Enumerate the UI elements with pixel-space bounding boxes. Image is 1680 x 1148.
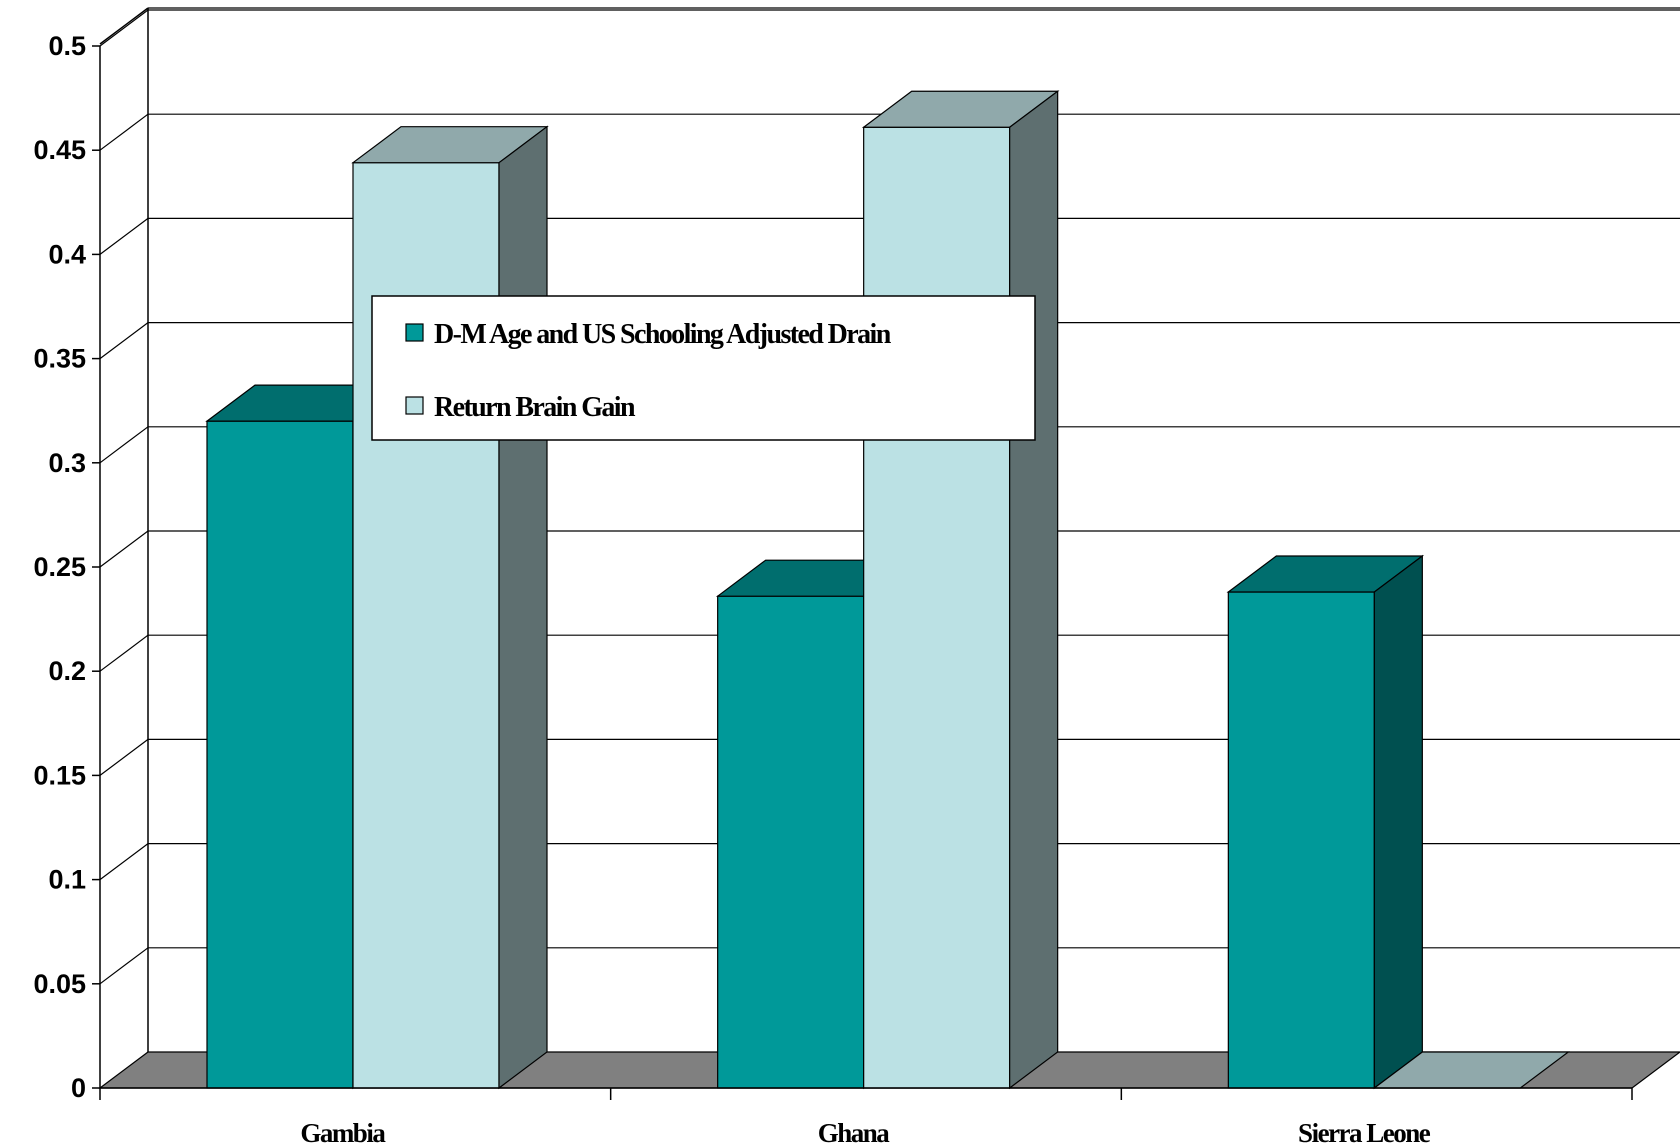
legend: D-M Age and US Schooling Adjusted Drain … xyxy=(371,295,1036,441)
x-tick-label: Gambia xyxy=(300,1118,386,1148)
gridline-side xyxy=(99,738,149,776)
left-wall-top-edge xyxy=(99,7,149,45)
y-tick-label: 0.3 xyxy=(48,448,86,478)
legend-swatch-series-2 xyxy=(405,396,424,415)
bar-side xyxy=(1373,554,1423,1090)
bar-side xyxy=(1009,90,1059,1090)
legend-box xyxy=(371,295,1036,441)
bar-front xyxy=(717,595,865,1089)
bar-2-ghana xyxy=(861,90,1060,1090)
gridline-side xyxy=(99,426,149,464)
gridline-side xyxy=(99,530,149,568)
gridline-side xyxy=(99,634,149,672)
y-tick-label: 0.2 xyxy=(48,656,86,686)
bar-front xyxy=(863,126,1011,1089)
legend-label-series-1: D-M Age and US Schooling Adjusted Drain xyxy=(434,319,892,350)
x-tick-label: Ghana xyxy=(818,1118,891,1148)
gridline-side xyxy=(99,9,149,47)
legend-swatch-series-1 xyxy=(405,323,424,342)
bars xyxy=(205,90,1571,1090)
gridline-side xyxy=(99,322,149,360)
bar-front xyxy=(206,420,354,1089)
y-tick-label: 0.1 xyxy=(48,865,86,895)
y-tick-label: 0.05 xyxy=(33,969,86,999)
gridline-side xyxy=(99,843,149,881)
gridline-side xyxy=(99,113,149,151)
gridline-side xyxy=(99,217,149,255)
legend-label-series-2: Return Brain Gain xyxy=(434,392,636,423)
gridline-side xyxy=(99,947,149,985)
axes xyxy=(92,45,1633,1100)
y-tick-label: 0.25 xyxy=(33,552,86,582)
y-tick-label: 0 xyxy=(71,1073,86,1103)
y-tick-label: 0.45 xyxy=(33,135,86,165)
y-tick-label: 0.35 xyxy=(33,344,86,374)
y-tick-label: 0.4 xyxy=(48,239,86,269)
bar-2-gambia xyxy=(351,125,549,1090)
chart-walls xyxy=(99,7,1680,1052)
bar-front xyxy=(1227,591,1375,1089)
bar-1-sierra-leone xyxy=(1226,554,1425,1090)
x-axis-tick-labels: Gambia Ghana Sierra Leone xyxy=(300,1118,1432,1148)
y-axis-tick-labels: 0 0.05 0.1 0.15 0.2 0.25 0.3 0.35 0.4 0.45 0.5 xyxy=(33,31,86,1103)
bar-side xyxy=(498,125,548,1090)
x-tick-label: Sierra Leone xyxy=(1298,1118,1431,1148)
y-tick-label: 0.15 xyxy=(33,760,86,790)
y-tick-label: 0.5 xyxy=(48,31,86,61)
